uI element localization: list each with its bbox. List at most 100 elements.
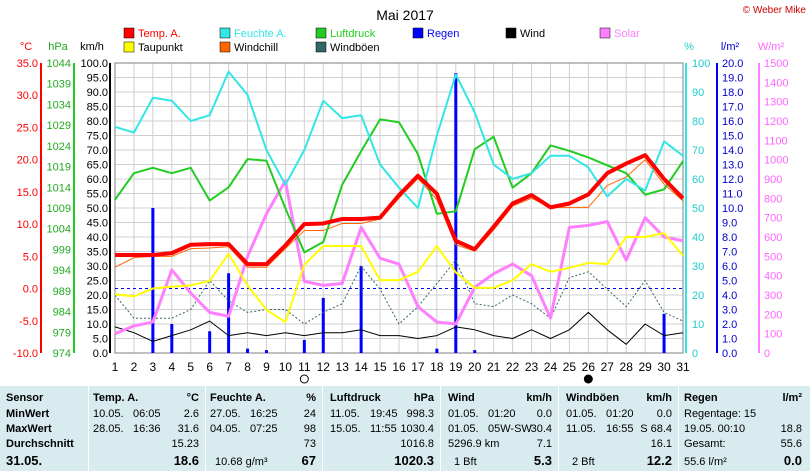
rain-bar (170, 324, 174, 353)
day-tick-label: 11 (298, 360, 311, 374)
rain-tick-label: 11.0 (722, 189, 743, 201)
day-tick-label: 19 (449, 360, 463, 374)
stats-wind-max-date: 01.05. (448, 423, 479, 435)
rain-bar (435, 348, 439, 353)
rain-bar (454, 73, 458, 354)
stats-humidity-max-value: 98 (303, 423, 316, 435)
solar-tick-label: 900 (764, 174, 782, 186)
stats-humidity-current: 67 (301, 453, 316, 468)
full-moon-icon (299, 374, 309, 384)
left-axes: 35.0 30.0 25.0 20.0 15.0 10.0 5.0 0.0 -5.0 -10.0 1… (13, 58, 111, 360)
stats-wind-avg-value: 7.1 (536, 438, 552, 450)
day-tick-label: 9 (263, 360, 270, 374)
stats-max-label: MaxWert (6, 423, 52, 435)
temp-tick-label: -5.0 (19, 316, 38, 328)
pressure-tick-label: 989 (53, 286, 71, 298)
pressure-tick-label: 1039 (47, 79, 71, 91)
rain-tick-label: 19.0 (722, 73, 743, 85)
day-tick-label: 24 (544, 360, 558, 374)
stats-gusts-max-time: 16:55 (606, 423, 634, 435)
temp-tick-label: 0.0 (23, 284, 38, 296)
stats-avg-label: Durchschnitt (6, 438, 74, 450)
wind-tick-label: 5.0 (93, 334, 108, 346)
temp-tick-label: -10.0 (13, 348, 38, 360)
day-tick-label: 27 (601, 360, 615, 374)
legend-label: Windchill (234, 42, 278, 54)
stats-rain-total-label: Gesamt: (684, 438, 726, 450)
humidity-line (114, 70, 684, 209)
stats-gusts-current: 12.2 (646, 453, 672, 468)
rain-tick-label: 5.0 (722, 276, 737, 288)
rain-bar (473, 350, 477, 353)
legend-swatch (123, 41, 135, 53)
solar-tick-label: 800 (764, 193, 782, 205)
day-tick-label: 5 (187, 360, 194, 374)
legend-swatch (123, 27, 135, 39)
stats-temp-min-value: 2.6 (183, 408, 199, 420)
rain-bar (302, 339, 306, 353)
legend-swatch (315, 41, 327, 53)
new-moon-icon (583, 374, 593, 384)
stats-pressure-max-time: 11:55 (370, 423, 397, 435)
solar-tick-label: 1400 (764, 77, 788, 89)
rain-bar (151, 208, 155, 353)
pressure-axis-label: hPa (48, 41, 68, 53)
stats-pressure-current: 1020.3 (394, 453, 434, 468)
wind-tick-label: 40.0 (87, 232, 108, 244)
rain-tick-label: 13.0 (722, 160, 743, 172)
legend-label: Feuchte A. (234, 28, 287, 40)
wind-tick-label: 10.0 (87, 319, 108, 331)
stats-pressure-avg-value: 1016.8 (400, 438, 434, 450)
stats-pressure-max-value: 1030.4 (400, 423, 434, 435)
windgust-line (114, 259, 684, 325)
humidity-axis-label: % (684, 41, 694, 53)
stats-wind-column: Wind km/h 01.05. 01:20 0.0 01.05. 05W-SW 30.4… (442, 386, 556, 471)
stats-gusts-min-date: 01.05. (566, 408, 597, 420)
stats-humidity-min-date: 27.05. (210, 408, 241, 420)
solar-tick-label: 1200 (764, 116, 788, 128)
legend-label: Luftdruck (330, 28, 376, 40)
rain-bar (208, 331, 212, 353)
day-tick-label: 6 (206, 360, 213, 374)
temperature-line (115, 153, 685, 267)
temp-tick-label: 15.0 (17, 187, 38, 199)
stats-wind-max-value: 30.4 (530, 423, 552, 435)
solar-line (114, 179, 684, 336)
stats-temp-unit: °C (186, 392, 199, 404)
solar-tick-label: 300 (764, 290, 782, 302)
day-tick-label: 22 (506, 360, 520, 374)
rain-tick-label: 4.0 (722, 290, 737, 302)
day-tick-label: 8 (244, 360, 251, 374)
wind-tick-label: 15.0 (87, 305, 108, 317)
day-tick-label: 29 (638, 360, 652, 374)
windchill-line (114, 159, 684, 268)
stats-wind-current: 5.3 (533, 453, 552, 468)
legend-label: Regen (427, 28, 459, 40)
stats-rain-sum: 55.6 l/m² (684, 456, 727, 468)
stats-temp-header: Temp. A. (93, 392, 139, 404)
day-tick-label: 18 (430, 360, 444, 374)
rain-tick-label: 1.0 (722, 334, 737, 346)
stats-pressure-column: Luftdruck hPa 11.05. 19:45 998.3 15.05. 11:5… (324, 386, 438, 471)
stats-humidity-avg-value: 73 (303, 438, 316, 450)
stats-sensor-header: Sensor (6, 392, 44, 404)
temp-tick-label: 25.0 (17, 122, 38, 134)
stats-gusts-header: Windböen (566, 392, 620, 404)
rain-tick-label: 10.0 (722, 203, 743, 215)
day-tick-label: 17 (411, 360, 425, 374)
rain-tick-label: 14.0 (722, 145, 743, 157)
day-tick-label: 3 (150, 360, 157, 374)
solar-tick-label: 700 (764, 213, 782, 225)
stats-rain-total-value: 55.6 (780, 438, 802, 450)
stats-wind-header: Wind (448, 392, 475, 404)
wind-tick-label: 90.0 (87, 87, 108, 99)
day-tick-label: 15 (373, 360, 387, 374)
stats-temp-min-time: 06:05 (133, 408, 161, 420)
wind-tick-label: 45.0 (87, 218, 108, 230)
temp-axis-label: °C (20, 41, 32, 53)
wind-tick-label: 55.0 (87, 189, 108, 201)
chart-grid (114, 62, 684, 354)
stats-rain-header: Regen (684, 392, 718, 404)
stats-wind-bft: 1 Bft (454, 456, 477, 468)
wind-axis-label: km/h (80, 41, 104, 53)
